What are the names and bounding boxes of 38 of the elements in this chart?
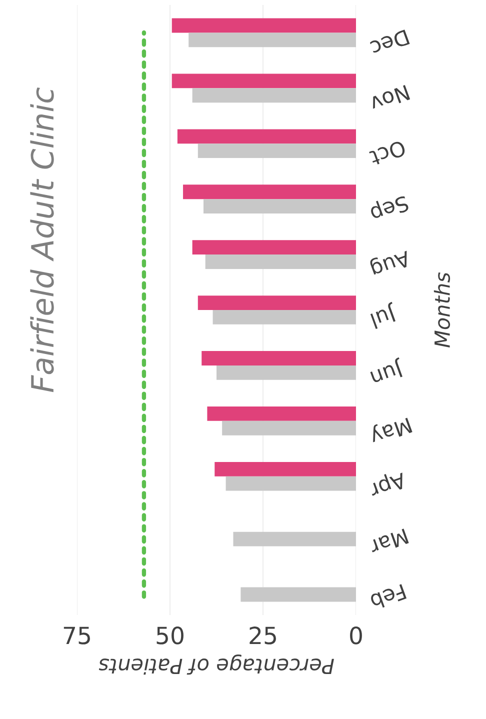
y-tick-label: Sep	[368, 192, 410, 223]
bar	[222, 420, 356, 436]
bar	[198, 144, 356, 158]
bar	[240, 587, 356, 602]
bar	[216, 365, 356, 380]
bar	[212, 310, 356, 324]
y-tick-label: Jul	[369, 302, 399, 329]
y-tick-label: Feb	[370, 584, 407, 611]
y-tick-label: Mar	[368, 528, 409, 556]
bar	[207, 406, 356, 421]
y-axis-title: Months	[434, 272, 450, 348]
bar	[202, 351, 356, 366]
bar	[233, 532, 356, 546]
bar	[192, 88, 356, 103]
bar	[203, 199, 356, 214]
y-tick-label: Nov	[369, 84, 410, 112]
bar	[214, 462, 356, 476]
bar	[172, 18, 356, 33]
bar	[226, 476, 356, 491]
y-tick-label: Aug	[368, 246, 412, 278]
bar	[188, 32, 356, 48]
text: Fairfield Adult Clinic	[30, 88, 54, 392]
y-tick-label: Apr	[367, 468, 408, 500]
bar	[205, 254, 356, 269]
y-tick-label: Dec	[370, 29, 410, 57]
x-tick-label: 50	[156, 626, 184, 644]
bar	[172, 74, 356, 88]
y-tick-label: Oct	[368, 140, 407, 166]
y-tick-label: Jun	[368, 357, 406, 386]
y-tick-label: May	[368, 414, 412, 446]
bar	[177, 129, 356, 144]
bar	[192, 240, 356, 255]
x-tick-label: 0	[350, 626, 362, 644]
x-tick-label: 25	[250, 626, 276, 644]
x-tick-label: 75	[64, 626, 90, 644]
bar	[198, 296, 356, 310]
x-axis-title: Percentage of Patients	[98, 654, 334, 675]
bar	[183, 184, 356, 200]
